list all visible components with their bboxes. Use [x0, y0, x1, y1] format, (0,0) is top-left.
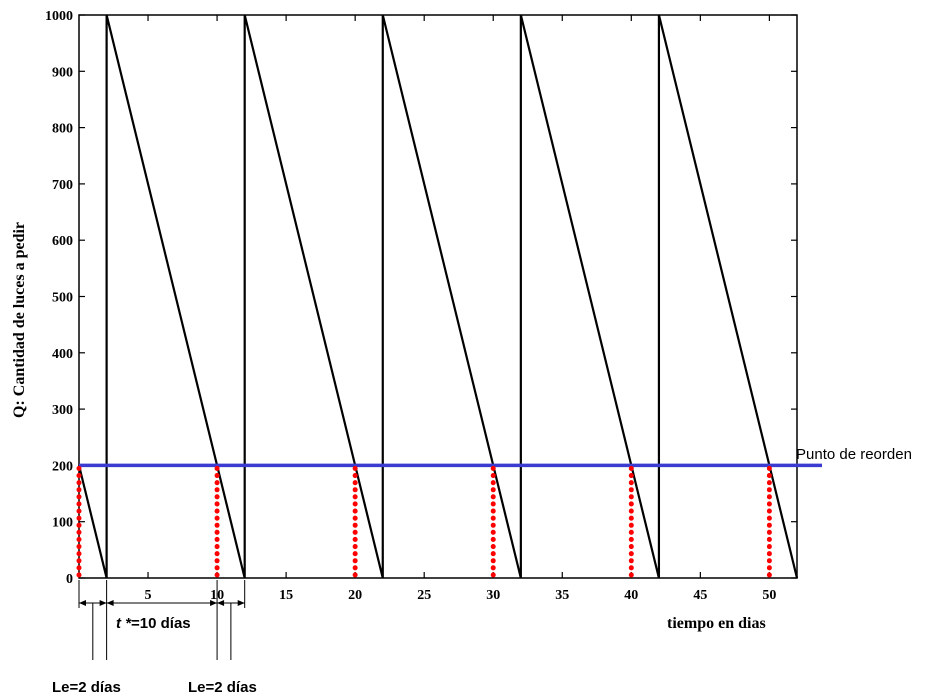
plot-border — [78, 14, 798, 579]
cycle-time-value: =10 días — [131, 615, 191, 632]
annotation-layer — [78, 580, 246, 660]
lead-time-arrow-2-head-right — [237, 600, 245, 606]
y-tick-label: 1000 — [45, 9, 73, 24]
y-tick-label: 800 — [52, 122, 73, 137]
x-tick-label: 40 — [624, 588, 638, 603]
x-tick-label: 35 — [555, 588, 569, 603]
x-tick-label: 15 — [279, 588, 293, 603]
lead-time-arrow-1-head-right — [99, 600, 107, 606]
cycle-time-arrow-head-right — [210, 600, 218, 606]
x-tick-label: 20 — [348, 588, 362, 603]
lead-time-label-2: Le=2 días — [188, 679, 257, 696]
lead-time-arrow-2-head-left — [217, 600, 225, 606]
lead-time-arrow-1-head-left — [79, 600, 86, 606]
x-axis-ticks: 5 10 15 20 25 30 35 40 45 50 — [145, 15, 776, 603]
y-tick-label: 200 — [52, 459, 73, 474]
y-tick-label: 700 — [52, 178, 73, 193]
y-tick-label: 400 — [52, 347, 73, 362]
x-tick-label: 25 — [417, 588, 431, 603]
cycle-time-label: t *=10 días — [116, 615, 191, 632]
reorder-layer — [76, 463, 822, 578]
reorder-point-label: Punto de reorden — [796, 446, 912, 463]
y-tick-label: 300 — [52, 403, 73, 418]
cycle-time-symbol: t * — [116, 615, 132, 632]
x-tick-label: 45 — [693, 588, 707, 603]
x-tick-label: 5 — [145, 588, 152, 603]
plot-frame — [78, 14, 798, 579]
series-layer — [77, 14, 799, 579]
y-tick-label: 900 — [52, 65, 73, 80]
y-tick-label: 600 — [52, 234, 73, 249]
cycle-time-arrow-head-left — [106, 600, 114, 606]
y-tick-label: 500 — [52, 291, 73, 306]
y-tick-label: 100 — [52, 516, 73, 531]
x-tick-label: 50 — [762, 588, 776, 603]
lead-time-label-1: Le=2 días — [52, 679, 121, 696]
inventory-series-line — [77, 14, 799, 579]
y-axis-title: Q: Cantidad de luces a pedir — [11, 222, 28, 418]
y-axis-ticks: 0 100 200 300 400 500 600 700 800 900 1000 — [45, 9, 797, 587]
x-axis-title: tiempo en dias — [667, 615, 766, 632]
x-tick-label: 30 — [486, 588, 500, 603]
y-tick-label: 0 — [66, 572, 73, 587]
